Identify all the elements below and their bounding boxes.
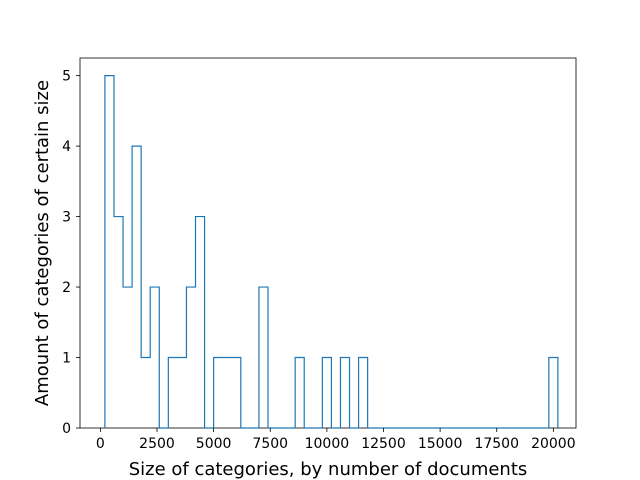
y-tick-label: 4: [62, 139, 71, 155]
y-tick-label: 5: [62, 69, 71, 85]
x-tick-label: 5000: [196, 436, 232, 452]
x-tick-label: 17500: [474, 436, 519, 452]
x-tick-label: 2500: [139, 436, 175, 452]
y-tick-label: 2: [62, 280, 71, 296]
y-tick-label: 0: [62, 421, 71, 437]
x-tick-label: 10000: [305, 436, 350, 452]
y-tick-label: 3: [62, 210, 71, 226]
plot-frame: [79, 57, 577, 429]
x-tick-label: 0: [96, 436, 105, 452]
x-tick-label: 20000: [531, 436, 576, 452]
x-axis-label: Size of categories, by number of documen…: [129, 459, 528, 480]
histogram-step-line: [104, 75, 559, 429]
x-tick-label: 15000: [418, 436, 463, 452]
x-tick-label: 12500: [361, 436, 406, 452]
x-tick-label: 7500: [252, 436, 288, 452]
x-axis-ticks: 0 2500 5000 7500 10000 12500 15000 17500 20000: [96, 428, 576, 452]
y-axis-label: Amount of categories of certain size: [32, 80, 53, 406]
y-axis-ticks: 0 1 2 3 4 5: [62, 69, 80, 437]
y-tick-label: 1: [62, 351, 71, 367]
